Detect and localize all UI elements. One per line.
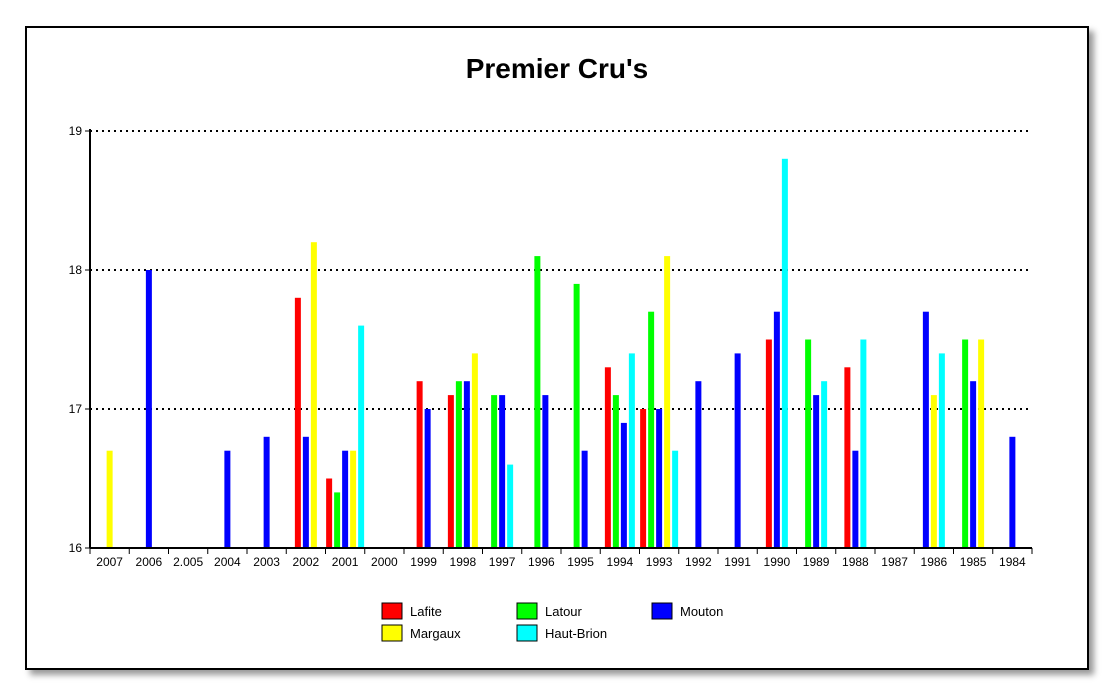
bar-mouton-1986 xyxy=(922,311,929,548)
legend-swatch-margaux xyxy=(381,624,403,642)
x-tick-label: 1987 xyxy=(881,555,908,569)
bar-mouton-1993 xyxy=(656,409,663,548)
bar-mouton-1984 xyxy=(1009,436,1016,548)
bar-lafite-1988 xyxy=(844,367,851,548)
bar-mouton-1998 xyxy=(463,381,470,548)
x-tick-label: 2.005 xyxy=(173,555,203,569)
x-tick-label: 2002 xyxy=(293,555,320,569)
bar-haut-brion-1988 xyxy=(860,339,867,548)
grid-lines xyxy=(90,130,1032,410)
bar-mouton-1989 xyxy=(813,395,820,548)
x-tick-label: 1995 xyxy=(567,555,594,569)
bar-mouton-1985 xyxy=(970,381,977,548)
x-tick-label: 2004 xyxy=(214,555,241,569)
bar-haut-brion-1994 xyxy=(628,353,635,548)
x-tick-label: 2003 xyxy=(253,555,280,569)
legend-swatch-latour xyxy=(516,602,538,620)
bar-mouton-1999 xyxy=(424,409,431,548)
bar-margaux-1993 xyxy=(664,256,671,548)
bar-lafite-1998 xyxy=(447,395,454,548)
legend-label-lafite: Lafite xyxy=(410,604,442,619)
bar-mouton-1996 xyxy=(542,395,549,548)
bar-latour-1995 xyxy=(573,283,580,548)
x-tick-label: 2006 xyxy=(136,555,163,569)
bar-margaux-2007 xyxy=(106,450,113,548)
x-tick-label: 1984 xyxy=(999,555,1026,569)
x-tick-label: 1997 xyxy=(489,555,516,569)
bar-mouton-1988 xyxy=(852,450,859,548)
bar-latour-1994 xyxy=(612,395,619,548)
bar-latour-1989 xyxy=(805,339,812,548)
bar-haut-brion-1997 xyxy=(507,464,514,548)
bar-mouton-1995 xyxy=(581,450,588,548)
legend-swatch-haut-brion xyxy=(516,624,538,642)
x-tick-label: 1988 xyxy=(842,555,869,569)
bar-latour-2001 xyxy=(334,492,341,548)
y-axis-ticks: 16 17 18 19 xyxy=(69,124,90,555)
bar-mouton-2003 xyxy=(263,436,270,548)
legend-label-margaux: Margaux xyxy=(410,626,461,641)
legend-swatch-mouton xyxy=(651,602,673,620)
legend-swatch-lafite xyxy=(381,602,403,620)
bar-mouton-1991 xyxy=(734,353,741,548)
bar-latour-1996 xyxy=(534,256,541,548)
bar-lafite-1994 xyxy=(604,367,611,548)
x-tick-label: 2001 xyxy=(332,555,359,569)
bar-mouton-2004 xyxy=(224,450,231,548)
bar-mouton-2001 xyxy=(342,450,349,548)
bar-mouton-1990 xyxy=(773,311,780,548)
x-tick-label: 1999 xyxy=(410,555,437,569)
bar-latour-1993 xyxy=(648,311,655,548)
x-tick-label: 1986 xyxy=(921,555,948,569)
y-tick-label: 19 xyxy=(69,124,83,138)
x-tick-label: 2000 xyxy=(371,555,398,569)
x-tick-label: 2007 xyxy=(96,555,123,569)
legend-label-latour: Latour xyxy=(545,604,583,619)
bar-margaux-1986 xyxy=(930,395,937,548)
bar-mouton-1994 xyxy=(620,422,627,548)
bar-lafite-1999 xyxy=(416,381,423,548)
legend-label-mouton: Mouton xyxy=(680,604,723,619)
bar-mouton-1992 xyxy=(695,381,702,548)
x-tick-label: 1991 xyxy=(724,555,751,569)
bar-haut-brion-1986 xyxy=(938,353,945,548)
legend: Lafite Latour Mouton Margaux Haut-Brion xyxy=(381,602,723,642)
bar-margaux-1985 xyxy=(978,339,985,548)
x-tick-label: 1990 xyxy=(764,555,791,569)
bar-mouton-1997 xyxy=(499,395,506,548)
bar-lafite-2002 xyxy=(294,297,301,548)
x-tick-label: 1994 xyxy=(607,555,634,569)
bar-lafite-1990 xyxy=(765,339,772,548)
y-tick-label: 17 xyxy=(69,402,83,416)
x-tick-label: 1985 xyxy=(960,555,987,569)
bar-lafite-1993 xyxy=(640,409,647,548)
bar-latour-1985 xyxy=(962,339,969,548)
bar-lafite-2001 xyxy=(326,478,333,548)
bar-haut-brion-1990 xyxy=(781,158,788,549)
bar-haut-brion-1989 xyxy=(821,381,828,548)
bar-mouton-2006 xyxy=(145,270,152,548)
y-tick-label: 18 xyxy=(69,263,83,277)
bar-latour-1998 xyxy=(455,381,462,548)
x-axis-ticks: 2007 2006 2.005 2004 2003 2002 2001 2000 1999 199… xyxy=(89,548,1033,569)
x-tick-label: 1993 xyxy=(646,555,673,569)
bar-haut-brion-1993 xyxy=(672,450,679,548)
y-tick-label: 16 xyxy=(69,541,83,555)
bar-latour-1997 xyxy=(491,395,498,548)
x-tick-label: 1998 xyxy=(450,555,477,569)
bar-margaux-1998 xyxy=(471,353,478,548)
chart-title: Premier Cru's xyxy=(466,53,649,84)
bar-margaux-2001 xyxy=(350,450,357,548)
bar-margaux-2002 xyxy=(310,242,317,548)
bar-haut-brion-2001 xyxy=(358,325,365,548)
bar-chart: Premier Cru's 16 17 18 19 2007 2006 2.005 2004… xyxy=(69,53,1033,642)
bars xyxy=(106,158,1016,549)
x-tick-label: 1992 xyxy=(685,555,712,569)
axes xyxy=(89,129,1032,549)
x-tick-label: 1989 xyxy=(803,555,830,569)
chart-frame: Premier Cru's 16 17 18 19 2007 2006 2.005 2004… xyxy=(25,26,1089,670)
legend-label-haut-brion: Haut-Brion xyxy=(545,626,607,641)
x-tick-label: 1996 xyxy=(528,555,555,569)
bar-mouton-2002 xyxy=(302,436,309,548)
